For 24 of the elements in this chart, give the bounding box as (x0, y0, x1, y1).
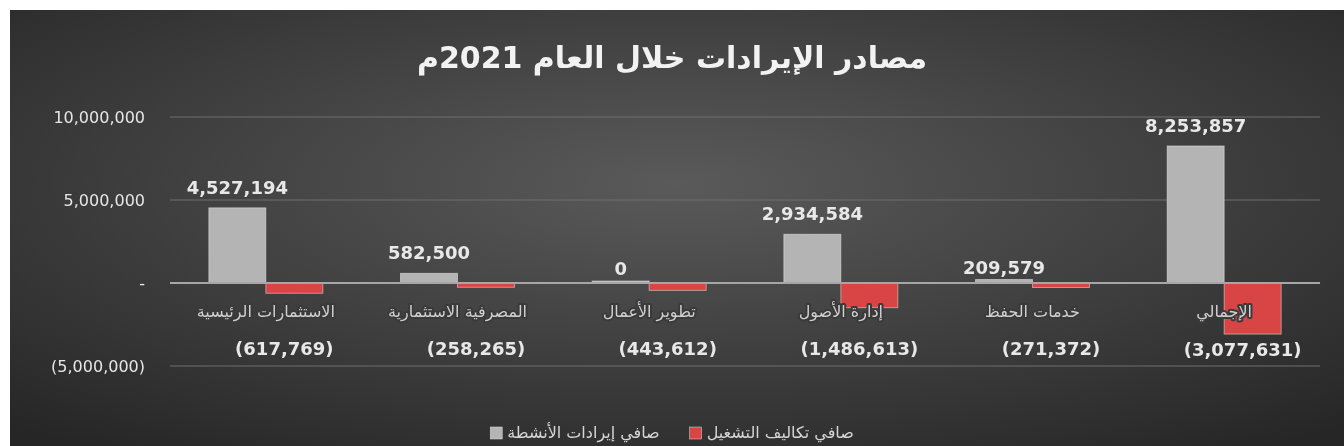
x-tick-label: الاستثمارات الرئيسية (196, 302, 335, 322)
y-tick-label: 10,000,000 (53, 108, 145, 127)
data-label: 2,934,584 (761, 203, 864, 225)
legend-label: صافي إيرادات الأنشطة (507, 422, 660, 443)
x-tick-label: إدارة الأصول (798, 301, 883, 322)
chart-title: مصادر الإيرادات خلال العام 2021م (416, 40, 928, 76)
legend-label: صافي تكاليف التشغيل (706, 423, 854, 443)
x-tick-label: المصرفية الاستثمارية (388, 302, 527, 322)
data-label: (443,612) (618, 338, 717, 359)
data-label: (617,769) (235, 338, 334, 359)
data-label: 582,500 (388, 242, 470, 264)
data-label: (258,265) (426, 338, 526, 359)
y-tick-label: 5,000,000 (63, 191, 145, 210)
data-label: 0 (614, 258, 627, 279)
data-label: (1,486,613) (800, 338, 919, 359)
data-label: 209,579 (963, 256, 1045, 278)
data-label: 4,527,194 (186, 176, 289, 198)
data-label: 8,253,857 (1144, 114, 1247, 136)
y-tick-label: - (139, 274, 145, 293)
x-tick-label: خدمات الحفظ (985, 302, 1080, 321)
data-label: (3,077,631) (1183, 339, 1302, 361)
data-label: (271,372) (1001, 338, 1101, 359)
x-tick-label: تطوير الأعمال (602, 301, 696, 322)
y-tick-label: (5,000,000) (51, 357, 145, 376)
